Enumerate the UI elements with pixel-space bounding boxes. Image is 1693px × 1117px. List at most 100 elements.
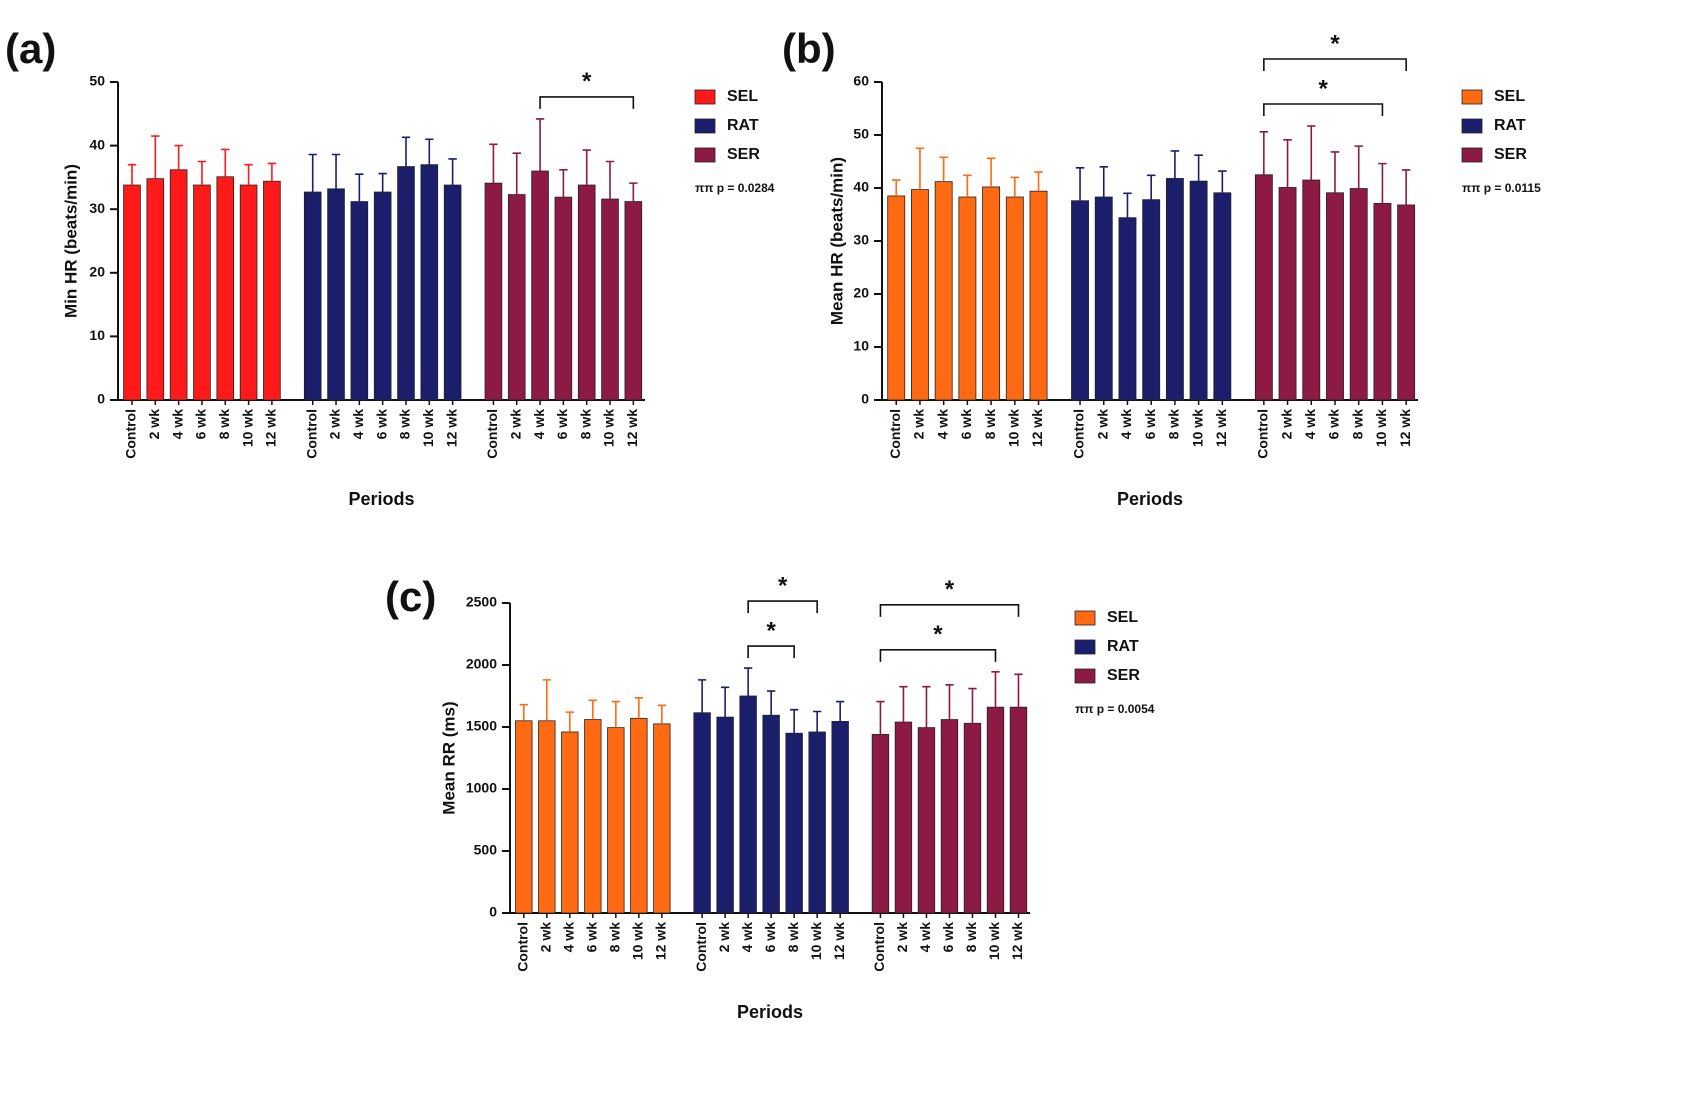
- error-bar: [565, 711, 574, 732]
- y-tick-label: 1000: [466, 780, 497, 796]
- bar: [169, 169, 188, 401]
- x-tick-label: 6 wk: [940, 922, 956, 953]
- bar: [484, 182, 503, 401]
- y-tick-label: 1500: [466, 718, 497, 734]
- bar: [917, 727, 936, 914]
- y-tick-label: 50: [853, 126, 869, 142]
- x-tick-label: 6 wk: [958, 409, 974, 440]
- x-tick-label: 8 wk: [577, 409, 593, 440]
- bar: [958, 196, 977, 401]
- x-tick-label: 8 wk: [216, 409, 232, 440]
- y-tick-label: 0: [489, 904, 497, 920]
- bar: [601, 198, 619, 401]
- y-tick-label: 500: [474, 842, 498, 858]
- bar: [630, 717, 648, 914]
- x-tick-label: 6 wk: [1326, 409, 1342, 440]
- significance-bracket: [1263, 58, 1407, 71]
- error-bar: [629, 182, 638, 202]
- error-bar: [1259, 131, 1269, 175]
- x-tick-label: 8 wk: [1349, 409, 1365, 440]
- bar: [785, 732, 803, 914]
- x-tick-label: 4 wk: [350, 409, 366, 440]
- error-bar: [1330, 151, 1340, 193]
- y-tick-label: 60: [853, 73, 869, 89]
- error-bar: [767, 690, 776, 716]
- bar: [507, 194, 526, 401]
- x-axis-label: Periods: [1117, 489, 1183, 509]
- error-bar: [559, 168, 568, 198]
- error-bar: [899, 685, 908, 723]
- error-bar: [221, 148, 230, 177]
- x-tick-label: 10 wk: [1189, 409, 1205, 447]
- p-value-annotation: ππ p = 0.0115: [1462, 181, 1541, 195]
- error-bar: [1099, 166, 1109, 198]
- error-bar: [535, 118, 545, 172]
- error-bar: [697, 679, 707, 713]
- bar: [1189, 180, 1208, 401]
- x-tick-label: 4 wk: [917, 922, 933, 953]
- error-bar: [512, 152, 521, 195]
- error-bar: [836, 700, 845, 722]
- bar: [263, 180, 281, 401]
- legend-label: SER: [1107, 667, 1140, 684]
- significance-label: *: [778, 572, 788, 599]
- error-bar: [720, 686, 730, 718]
- error-bar: [519, 703, 528, 721]
- x-tick-label: 8 wk: [982, 409, 998, 440]
- bar: [1213, 192, 1232, 401]
- error-bar: [891, 179, 901, 196]
- x-tick-label: 2 wk: [911, 409, 927, 440]
- x-tick-label: 10 wk: [239, 409, 255, 447]
- bar: [1071, 200, 1089, 401]
- x-tick-label: 12 wk: [653, 922, 669, 960]
- error-bar: [1010, 176, 1020, 198]
- x-tick-label: 4 wk: [934, 409, 950, 440]
- bar: [239, 184, 258, 401]
- error-bar: [1354, 145, 1363, 189]
- x-tick-label: 12 wk: [1009, 922, 1025, 960]
- error-bar: [813, 710, 822, 732]
- error-bar: [876, 700, 885, 735]
- y-tick-label: 0: [97, 391, 105, 407]
- error-bar: [657, 704, 666, 724]
- x-tick-label: 4 wk: [739, 922, 755, 953]
- x-tick-label: 2 wk: [507, 409, 523, 440]
- error-bar: [588, 699, 597, 720]
- x-tick-label: 2 wk: [1278, 409, 1294, 440]
- significance-label: *: [582, 68, 592, 95]
- bar: [1302, 179, 1321, 401]
- error-bar: [331, 153, 341, 189]
- error-bar: [915, 147, 925, 190]
- bar: [1005, 196, 1024, 401]
- error-bar: [611, 700, 620, 728]
- error-bar: [986, 157, 996, 187]
- bar: [831, 721, 849, 914]
- bar: [327, 188, 345, 401]
- significance-label: *: [766, 617, 776, 644]
- legend-label: RAT: [1107, 638, 1139, 655]
- y-tick-label: 10: [89, 327, 105, 343]
- x-tick-label: 12 wk: [1213, 409, 1229, 447]
- bar: [934, 181, 953, 401]
- x-tick-label: 8 wk: [397, 409, 413, 440]
- bar: [963, 722, 982, 914]
- bar: [624, 201, 643, 401]
- x-tick-label: 4 wk: [1302, 409, 1318, 440]
- x-tick-label: 2 wk: [327, 409, 343, 440]
- error-bar: [582, 149, 591, 186]
- y-tick-label: 0: [861, 391, 869, 407]
- y-tick-label: 30: [853, 232, 869, 248]
- bar: [193, 184, 211, 401]
- bar: [531, 170, 549, 401]
- legend-swatch: [1461, 118, 1483, 134]
- x-tick-label: 4 wk: [561, 922, 577, 953]
- bar: [420, 164, 439, 401]
- error-bar: [267, 162, 277, 182]
- p-value-annotation: ππ p = 0.0054: [1075, 702, 1155, 716]
- x-tick-label: 10 wk: [1373, 409, 1389, 447]
- y-tick-label: 30: [89, 200, 105, 216]
- x-tick-label: 8 wk: [963, 922, 979, 953]
- x-tick-label: Control: [123, 409, 139, 459]
- error-bar: [963, 174, 972, 198]
- x-tick-label: 8 wk: [1166, 409, 1182, 440]
